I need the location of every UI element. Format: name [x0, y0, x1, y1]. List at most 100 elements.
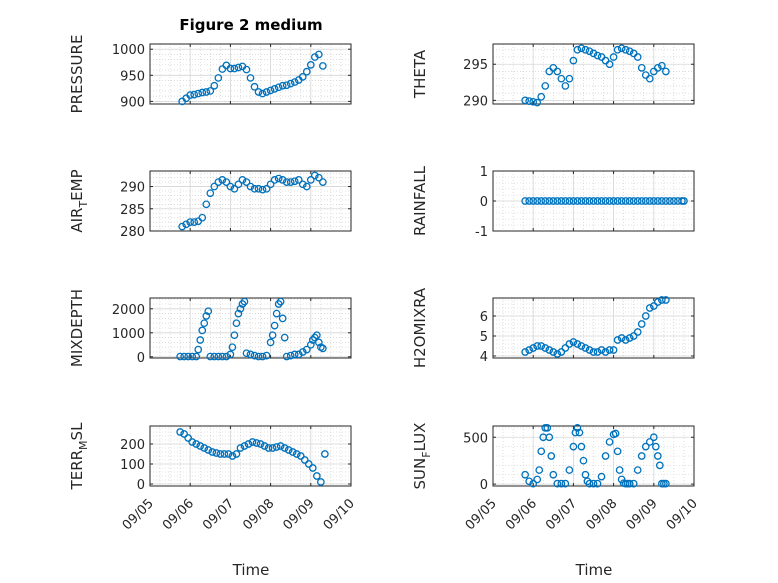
data-point [210, 81, 219, 90]
data-point [597, 197, 606, 205]
data-point [196, 336, 205, 344]
data-point [637, 64, 646, 72]
data-point [246, 74, 255, 82]
data-point [252, 439, 261, 447]
data-point [312, 472, 321, 480]
x-tick-label: 09/09 [624, 496, 661, 533]
data-point [637, 197, 646, 205]
data-point [633, 53, 642, 61]
data-point [246, 350, 255, 359]
data-point [565, 74, 574, 83]
y-axis-label: AIRTEMP [68, 169, 90, 232]
data-point [294, 350, 303, 359]
subplot-1: 900 950 1000 PRESSURE [68, 35, 352, 113]
x-tick-label: 09/08 [583, 496, 620, 533]
data-point [210, 352, 219, 361]
data-point [321, 450, 329, 458]
data-point [533, 475, 542, 484]
data-point [218, 176, 227, 184]
data-point [204, 307, 213, 316]
data-point [226, 350, 235, 359]
data-point [537, 197, 546, 205]
data-point [525, 346, 534, 354]
data-point [629, 332, 638, 340]
data-point [308, 464, 317, 472]
data-point [633, 466, 642, 474]
data-point [188, 438, 197, 446]
y-tick-label: -1 [475, 225, 488, 240]
data-point [653, 64, 662, 72]
data-point [649, 197, 658, 205]
data-point [625, 479, 634, 488]
y-tick-label: 0 [137, 478, 145, 493]
data-point [633, 197, 642, 205]
y-axis-label: THETA [411, 49, 429, 99]
data-point [601, 452, 610, 460]
data-point [601, 56, 610, 65]
data-point [236, 304, 245, 313]
data-point [242, 178, 251, 186]
data-point [617, 197, 626, 205]
data-point [302, 345, 311, 354]
data-point [641, 71, 650, 79]
data-point [529, 197, 538, 205]
data-point [302, 67, 311, 76]
data-point [266, 180, 275, 189]
data-point [541, 197, 550, 205]
y-tick-label: 1000 [112, 327, 145, 342]
data-point [226, 64, 235, 73]
data-point [208, 448, 217, 456]
data-point [248, 438, 257, 446]
x-tick-label: 09/05 [463, 496, 500, 533]
data-point [641, 312, 650, 320]
data-point [198, 213, 207, 222]
data-point [609, 197, 618, 205]
data-point [537, 92, 546, 101]
data-point [621, 336, 630, 344]
subplot-3: 280 285 290 AIRTEMP [68, 169, 352, 240]
data-point [290, 350, 299, 359]
data-point [645, 74, 654, 83]
data-point [212, 449, 221, 457]
data-point [649, 302, 658, 310]
x-tick-label: 09/06 [160, 496, 197, 533]
data-point [625, 197, 634, 205]
data-point [521, 96, 530, 105]
data-point [581, 197, 590, 205]
data-point [533, 98, 542, 107]
y-axis-label: TERRMSL [68, 422, 90, 491]
x-tick-label: 09/07 [200, 496, 237, 533]
data-point [565, 197, 574, 205]
data-point [573, 424, 582, 432]
data-point [290, 177, 299, 186]
y-tick-label: 5 [480, 330, 488, 345]
data-point [597, 472, 606, 481]
data-point [649, 433, 658, 442]
data-point [192, 352, 201, 361]
data-point [186, 218, 195, 226]
data-point [319, 62, 327, 70]
data-point [557, 74, 566, 83]
data-point [637, 452, 646, 460]
data-point [190, 218, 199, 226]
y-tick-label: 285 [120, 203, 145, 218]
y-tick-label: 295 [463, 58, 488, 73]
y-tick-label: 280 [120, 225, 145, 240]
data-point [294, 176, 303, 184]
data-point [670, 197, 678, 205]
data-point [666, 197, 674, 205]
data-point [282, 352, 291, 361]
data-point [657, 61, 666, 70]
axes-box [492, 425, 695, 487]
data-point [589, 49, 598, 58]
data-point [597, 346, 606, 354]
data-point [214, 352, 223, 361]
subplot-5: 0 1000 2000 MIXDEPTH [68, 289, 352, 367]
data-point [306, 61, 315, 69]
data-point [609, 346, 618, 354]
data-point [296, 452, 305, 460]
data-point [272, 309, 281, 318]
x-axis-label-left: Time [232, 561, 270, 579]
data-point [306, 176, 315, 184]
